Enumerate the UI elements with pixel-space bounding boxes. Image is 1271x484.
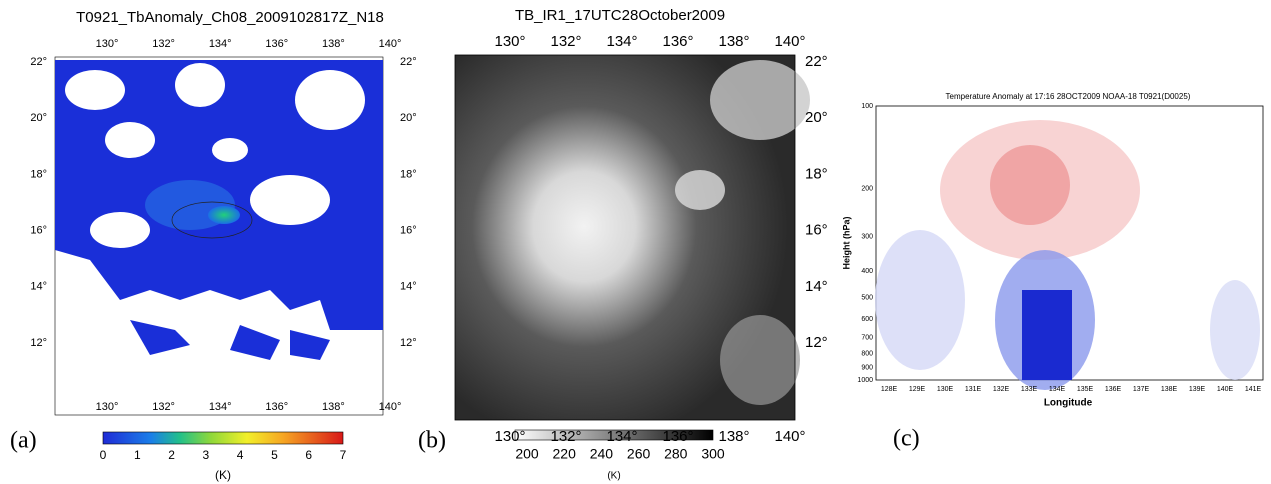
x-tick-label: 132° bbox=[550, 33, 581, 50]
y-tick-label: 22° bbox=[400, 56, 417, 68]
y-tick-label: 200 bbox=[861, 185, 873, 192]
x-tick-label: 140° bbox=[774, 33, 805, 50]
y-tick-label: 18° bbox=[400, 168, 417, 180]
x-tick-label: 141E bbox=[1245, 386, 1262, 393]
x-tick-label: 130° bbox=[96, 401, 119, 413]
colorbar-tick-label: 220 bbox=[553, 446, 577, 462]
x-tick-label: 132° bbox=[152, 401, 175, 413]
x-tick-label: 136° bbox=[265, 401, 288, 413]
panel-b-image bbox=[454, 54, 810, 421]
x-tick-label: 136E bbox=[1105, 386, 1122, 393]
x-tick-label: 135E bbox=[1077, 386, 1094, 393]
x-tick-label: 138° bbox=[322, 401, 345, 413]
panel-label: (a) bbox=[10, 428, 37, 454]
x-tick-label: 139E bbox=[1189, 386, 1206, 393]
x-tick-label: 134° bbox=[606, 33, 637, 50]
colorbar-tick-label: 2 bbox=[168, 448, 175, 462]
x-tick-label: 134° bbox=[209, 401, 232, 413]
y-tick-label: 700 bbox=[861, 334, 873, 341]
y-tick-label: 20° bbox=[805, 109, 828, 126]
colorbar-tick-label: 0 bbox=[100, 448, 107, 462]
panel-title: T0921_TbAnomaly_Ch08_2009102817Z_N18 bbox=[76, 9, 384, 26]
x-tick-label: 132E bbox=[993, 386, 1010, 393]
x-tick-label: 140° bbox=[379, 38, 402, 50]
x-tick-label: 129E bbox=[909, 386, 926, 393]
colorbar-tick-label: 280 bbox=[664, 446, 688, 462]
colorbar bbox=[102, 431, 344, 445]
colorbar-tick-label: 5 bbox=[271, 448, 278, 462]
x-axis-label: Longitude bbox=[1044, 398, 1093, 409]
x-tick-label: 138° bbox=[718, 428, 749, 445]
y-tick-label: 20° bbox=[30, 112, 47, 124]
colorbar bbox=[514, 429, 714, 441]
panel-title: TB_IR1_17UTC28October2009 bbox=[515, 7, 725, 24]
y-tick-label: 22° bbox=[805, 53, 828, 70]
x-tick-label: 128E bbox=[881, 386, 898, 393]
colorbar-tick-label: 4 bbox=[237, 448, 244, 462]
y-tick-label: 100 bbox=[861, 103, 873, 110]
y-tick-label: 800 bbox=[861, 350, 873, 357]
x-tick-label: 130° bbox=[96, 38, 119, 50]
y-tick-label: 22° bbox=[30, 56, 47, 68]
colorbar-tick-label: 260 bbox=[627, 446, 651, 462]
colorbar-tick-label: 240 bbox=[590, 446, 614, 462]
y-tick-label: 400 bbox=[861, 268, 873, 275]
colorbar-tick-label: 3 bbox=[203, 448, 210, 462]
x-tick-label: 134E bbox=[1049, 386, 1066, 393]
y-tick-label: 18° bbox=[805, 165, 828, 182]
y-tick-label: 500 bbox=[861, 294, 873, 301]
x-tick-label: 140E bbox=[1217, 386, 1234, 393]
y-tick-label: 16° bbox=[805, 222, 828, 239]
y-tick-label: 600 bbox=[861, 316, 873, 323]
colorbar-unit: (K) bbox=[607, 471, 620, 482]
x-tick-label: 136° bbox=[662, 33, 693, 50]
x-tick-label: 134° bbox=[209, 38, 232, 50]
panel-c-plot bbox=[875, 105, 1264, 390]
x-tick-label: 132° bbox=[152, 38, 175, 50]
x-tick-label: 133E bbox=[1021, 386, 1038, 393]
colorbar-tick-label: 200 bbox=[515, 446, 539, 462]
y-tick-label: 300 bbox=[861, 234, 873, 241]
y-tick-label: 14° bbox=[805, 278, 828, 295]
panel-label: (c) bbox=[893, 426, 920, 452]
x-tick-label: 130° bbox=[494, 428, 525, 445]
y-tick-label: 900 bbox=[861, 364, 873, 371]
x-tick-label: 138° bbox=[322, 38, 345, 50]
y-tick-label: 20° bbox=[400, 112, 417, 124]
y-tick-label: 14° bbox=[30, 281, 47, 293]
x-tick-label: 140° bbox=[379, 401, 402, 413]
x-tick-label: 130E bbox=[937, 386, 954, 393]
panel-a-map bbox=[54, 56, 384, 416]
panel-title: Temperature Anomaly at 17:16 28OCT2009 N… bbox=[946, 92, 1191, 101]
x-tick-label: 134° bbox=[606, 428, 637, 445]
y-tick-label: 12° bbox=[30, 337, 47, 349]
x-tick-label: 138° bbox=[718, 33, 749, 50]
x-tick-label: 138E bbox=[1161, 386, 1178, 393]
colorbar-unit: (K) bbox=[215, 468, 231, 482]
x-tick-label: 136° bbox=[265, 38, 288, 50]
panel-label: (b) bbox=[418, 428, 446, 454]
colorbar-tick-label: 7 bbox=[340, 448, 347, 462]
x-tick-label: 132° bbox=[550, 428, 581, 445]
y-tick-label: 1000 bbox=[857, 377, 873, 384]
y-tick-label: 12° bbox=[400, 337, 417, 349]
colorbar-tick-label: 300 bbox=[701, 446, 725, 462]
y-tick-label: 16° bbox=[30, 225, 47, 237]
x-tick-label: 130° bbox=[494, 33, 525, 50]
y-tick-label: 18° bbox=[30, 168, 47, 180]
x-tick-label: 136° bbox=[662, 428, 693, 445]
x-tick-label: 131E bbox=[965, 386, 982, 393]
colorbar-tick-label: 6 bbox=[305, 448, 312, 462]
x-tick-label: 137E bbox=[1133, 386, 1150, 393]
y-tick-label: 12° bbox=[805, 334, 828, 351]
y-axis-label: Height (hPa) bbox=[841, 216, 851, 269]
y-tick-label: 14° bbox=[400, 281, 417, 293]
x-tick-label: 140° bbox=[774, 428, 805, 445]
colorbar-tick-label: 1 bbox=[134, 448, 141, 462]
y-tick-label: 16° bbox=[400, 225, 417, 237]
